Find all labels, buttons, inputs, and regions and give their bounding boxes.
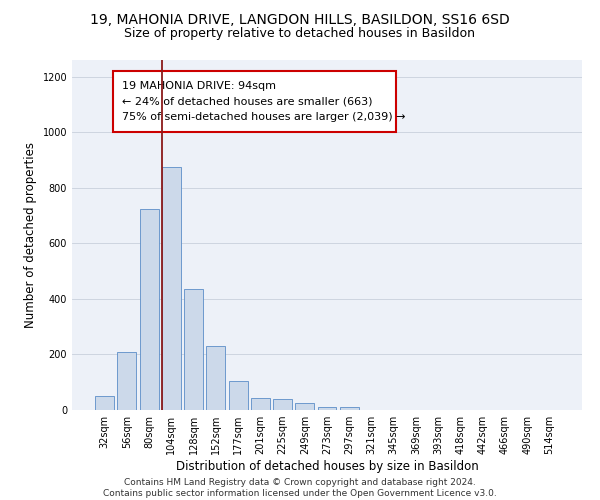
Bar (206, 346, 225, 410)
Bar (295, 403, 314, 410)
Bar (140, 208, 158, 410)
Bar (317, 407, 337, 410)
Text: 19, MAHONIA DRIVE, LANGDON HILLS, BASILDON, SS16 6SD: 19, MAHONIA DRIVE, LANGDON HILLS, BASILD… (90, 12, 510, 26)
Text: Size of property relative to detached houses in Basildon: Size of property relative to detached ho… (125, 28, 476, 40)
Bar (340, 407, 359, 410)
Bar (95, 396, 114, 410)
FancyBboxPatch shape (113, 70, 396, 132)
Bar (229, 381, 248, 410)
Bar (162, 167, 181, 410)
Bar (184, 289, 203, 410)
Bar (118, 352, 136, 410)
Bar (273, 400, 292, 410)
Bar (251, 398, 270, 410)
Y-axis label: Number of detached properties: Number of detached properties (24, 142, 37, 328)
Text: Contains HM Land Registry data © Crown copyright and database right 2024.
Contai: Contains HM Land Registry data © Crown c… (103, 478, 497, 498)
Text: 19 MAHONIA DRIVE: 94sqm
← 24% of detached houses are smaller (663)
75% of semi-d: 19 MAHONIA DRIVE: 94sqm ← 24% of detache… (122, 80, 406, 122)
X-axis label: Distribution of detached houses by size in Basildon: Distribution of detached houses by size … (176, 460, 478, 473)
